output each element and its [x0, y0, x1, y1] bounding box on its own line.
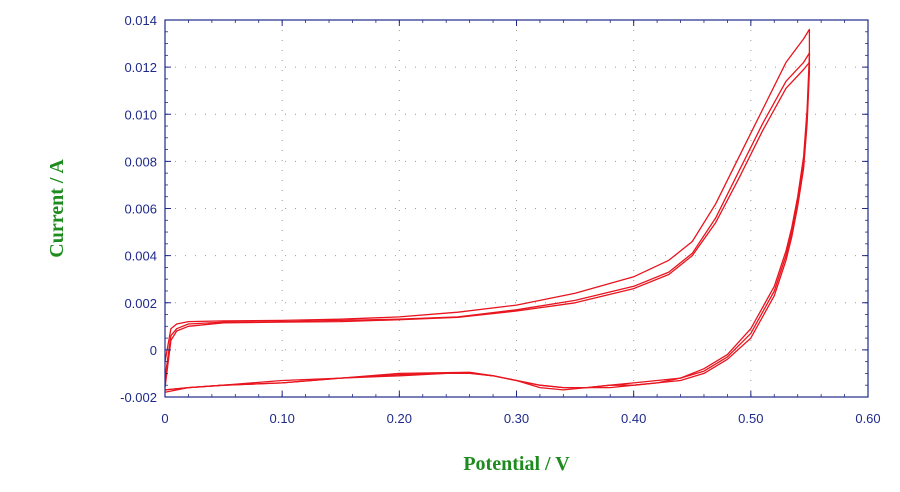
x-axis-title: Potential / V	[463, 453, 570, 475]
x-tick-labels: 0 0.10 0.20 0.30 0.40 0.50 0.60	[161, 411, 880, 426]
y-tick-label: 0.008	[124, 154, 157, 169]
cv-cycle-2	[164, 52, 811, 391]
y-tick-label: 0.004	[124, 249, 157, 264]
axis-ticks	[164, 19, 869, 398]
y-tick-label: 0.012	[124, 60, 157, 75]
x-tick-label: 0.40	[621, 411, 646, 426]
y-tick-label: 0.010	[124, 107, 157, 122]
x-tick-label: 0.30	[504, 411, 529, 426]
cv-cycle-3	[164, 61, 811, 393]
y-tick-label: 0	[150, 343, 157, 358]
x-tick-label: 0.20	[387, 411, 412, 426]
x-tick-label: 0.50	[738, 411, 763, 426]
x-tick-label: 0.10	[270, 411, 295, 426]
curves	[164, 28, 811, 393]
y-tick-label: 0.002	[124, 296, 157, 311]
y-tick-label: 0.014	[124, 13, 157, 28]
cv-cycle-1	[164, 28, 811, 391]
y-axis-title: Current / A	[46, 159, 68, 258]
y-tick-labels: -0.002 0 0.002 0.004 0.006 0.008 0.010 0.012 0.0…	[120, 13, 157, 405]
y-tick-label: 0.006	[124, 202, 157, 217]
y-tick-label: -0.002	[120, 390, 157, 405]
x-tick-label: 0.60	[855, 411, 880, 426]
grid-lines	[165, 20, 868, 397]
x-tick-label: 0	[161, 411, 168, 426]
